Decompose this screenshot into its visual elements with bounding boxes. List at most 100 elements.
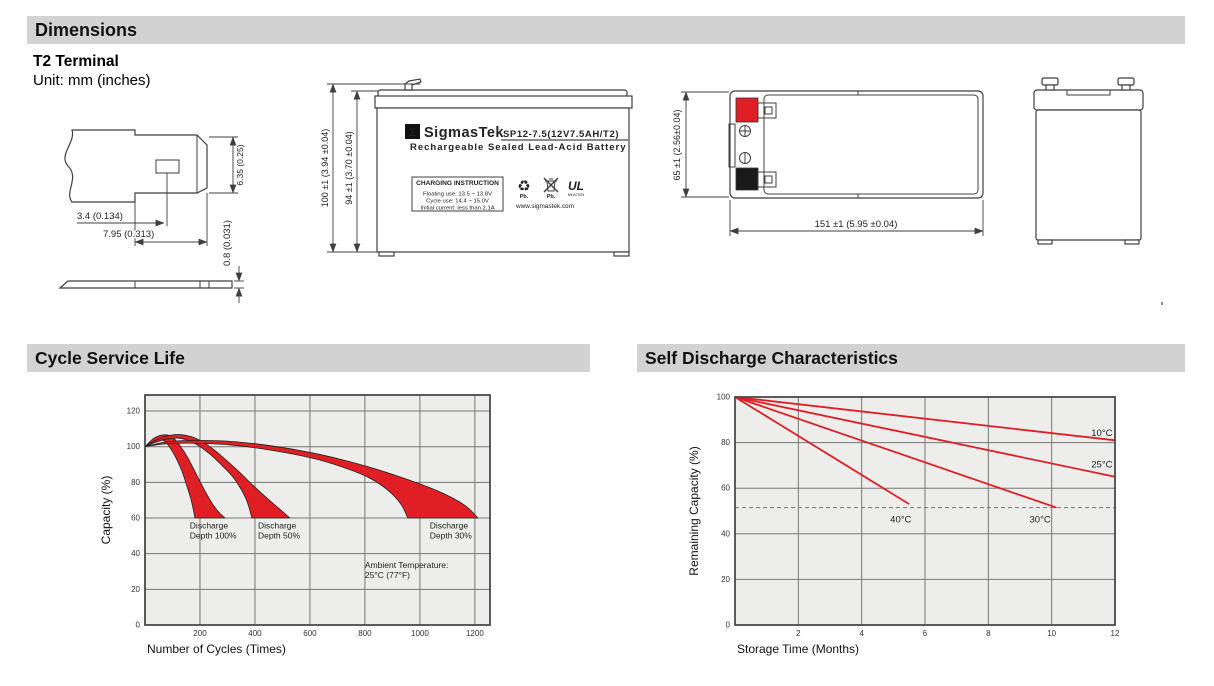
- y-tick-label: 0: [136, 621, 141, 630]
- series-line: [734, 396, 1116, 442]
- dimension-blade-height: 6.35 (0.25): [209, 136, 246, 194]
- negative-polarity-icon: [739, 152, 751, 164]
- dimension-top-width: 65 ±1 (2.56±0.04): [671, 91, 729, 198]
- x-tick-label: 4: [859, 629, 864, 638]
- series-label: 40°C: [890, 514, 911, 525]
- x-tick-label: 400: [248, 629, 262, 638]
- battery-subtitle: Rechargeable Sealed Lead-Acid Battery: [410, 142, 627, 153]
- battery-case: [374, 78, 633, 257]
- discharge-band: [144, 440, 479, 519]
- positive-terminal-red-square: [735, 97, 759, 123]
- y-tick-label: 60: [721, 484, 730, 493]
- positive-terminal: [735, 97, 777, 123]
- x-axis-label: Number of Cycles (Times): [147, 642, 286, 656]
- y-tick-label: 80: [131, 478, 140, 487]
- y-tick-label: 20: [131, 585, 140, 594]
- y-tick-label: 120: [127, 407, 141, 416]
- y-tick-label: 100: [127, 442, 141, 451]
- ul-letters: UL: [568, 179, 584, 193]
- t2-terminal-heading-block: T2 Terminal Unit: mm (inches): [33, 52, 151, 90]
- dim-hole-offset-label: 3.4 (0.134): [77, 211, 123, 222]
- y-axis-label: Capacity (%): [99, 476, 113, 545]
- plot-border: [144, 394, 491, 626]
- dim-total-height-label: 100 ±1 (3.94 ±0.04): [320, 129, 330, 207]
- chart-annotation: Discharge Depth 100%: [190, 521, 237, 541]
- series-label: 25°C: [1091, 460, 1112, 471]
- y-tick-label: 80: [721, 438, 730, 447]
- end-terminal-right-icon: [1117, 77, 1135, 91]
- dim-blade-height-label: 6.35 (0.25): [235, 144, 245, 185]
- series-label: 30°C: [1030, 514, 1051, 525]
- recycle-pb-label: Pb.: [520, 194, 529, 200]
- chart-annotation: Discharge Depth 30%: [430, 521, 472, 541]
- t2-terminal-drawing: 3.4 (0.134) 7.95 (0.313) 6.35 (0.25) 0.8…: [58, 129, 246, 303]
- dimension-length: 151 ±1 (5.95 ±0.04): [729, 200, 984, 236]
- battery-front-view-drawing: 100 ±1 (3.94 ±0.04) 94 ±1 (3.70 ±0.04) Σ…: [319, 78, 633, 257]
- dimension-total-height: 100 ±1 (3.94 ±0.04): [319, 83, 420, 253]
- dim-blade-width-label: 7.95 (0.313): [103, 229, 154, 240]
- self-discharge-section-header: Self Discharge Characteristics: [637, 344, 1185, 372]
- x-tick-label: 12: [1111, 629, 1120, 638]
- stray-mark: [1161, 302, 1163, 305]
- charging-line1: Floating use: 13.5 ~ 13.8V: [423, 192, 492, 198]
- y-tick-label: 60: [131, 514, 140, 523]
- plot-border: [734, 396, 1116, 626]
- series-label: 10°C: [1091, 428, 1112, 439]
- no-trash-pb-icon: Pb.: [543, 177, 559, 200]
- negative-terminal: [735, 167, 777, 191]
- end-terminal-left-icon: [1041, 77, 1059, 91]
- series-line: [734, 396, 1057, 509]
- x-tick-label: 2: [796, 629, 801, 638]
- terminal-tab-icon: [404, 78, 422, 91]
- series-line: [734, 396, 910, 505]
- dim-case-height-label: 94 ±1 (3.70 ±0.04): [344, 131, 354, 204]
- t2-terminal-title: T2 Terminal: [33, 53, 119, 70]
- dim-thickness-label: 0.8 (0.031): [222, 220, 233, 266]
- cycle-service-life-chart: 200 400 600 800 1000 1200 0 20 40 60 80 100 120 Disch…: [99, 394, 491, 656]
- self-discharge-chart: 2 4 6 8 10 12 0 20 40 60 80 100 10°C 25°C 30°C 40°C Rema…: [687, 393, 1120, 657]
- x-tick-label: 800: [358, 629, 372, 638]
- x-tick-label: 1000: [411, 629, 429, 638]
- terminal-hole: [155, 159, 180, 174]
- brand-name: SigmasTek: [424, 125, 504, 141]
- svg-text:♻: ♻: [517, 178, 530, 195]
- x-tick-label: 6: [923, 629, 928, 638]
- negative-terminal-black-square: [735, 167, 759, 191]
- dim-top-width-label: 65 ±1 (2.56±0.04): [672, 110, 682, 181]
- chart-annotation: Discharge Depth 50%: [258, 521, 300, 541]
- x-tick-label: 600: [303, 629, 317, 638]
- y-tick-label: 0: [726, 621, 731, 630]
- battery-label: Σ SigmasTek SP12-7.5(12V7.5AH/T2) Rechar…: [405, 124, 628, 212]
- x-tick-label: 1200: [466, 629, 484, 638]
- y-axis-label: Remaining Capacity (%): [687, 446, 701, 575]
- y-tick-label: 40: [131, 549, 140, 558]
- terminal-thickness-view: 0.8 (0.031): [58, 219, 244, 303]
- y-tick-label: 40: [721, 529, 730, 538]
- terminal-side-profile: [64, 129, 208, 226]
- sigma-logo-glyph: Σ: [409, 127, 416, 139]
- recycle-pb-icon: ♻ Pb.: [517, 178, 530, 200]
- model-number: SP12-7.5(12V7.5AH/T2): [503, 129, 619, 140]
- x-axis-label: Storage Time (Months): [737, 642, 859, 656]
- dimension-case-height: 94 ±1 (3.70 ±0.04): [343, 90, 378, 253]
- y-tick-label: 20: [721, 575, 730, 584]
- trash-pb-label: Pb.: [547, 194, 556, 200]
- ul-mark-icon: UL MH47929: [568, 179, 584, 197]
- charging-line3: Initial current: less than 2.1A: [420, 206, 494, 212]
- ul-code: MH47929: [568, 193, 584, 197]
- battery-end-view-drawing: [1033, 77, 1144, 245]
- battery-top-outline: [728, 90, 984, 199]
- series-line: [734, 396, 1116, 478]
- y-tick-label: 100: [717, 393, 731, 402]
- charging-line2: Cycle use: 14.4 ~ 15.0V: [426, 199, 489, 205]
- dim-length-label: 151 ±1 (5.95 ±0.04): [815, 219, 898, 230]
- battery-end-outline: [1033, 77, 1144, 245]
- unit-note: Unit: mm (inches): [33, 72, 151, 89]
- dimensions-section-header: Dimensions: [27, 16, 1185, 44]
- positive-polarity-icon: [739, 125, 751, 137]
- cycle-service-life-section-header: Cycle Service Life: [27, 344, 590, 372]
- x-tick-label: 200: [193, 629, 207, 638]
- x-tick-label: 10: [1047, 629, 1056, 638]
- x-tick-label: 8: [986, 629, 991, 638]
